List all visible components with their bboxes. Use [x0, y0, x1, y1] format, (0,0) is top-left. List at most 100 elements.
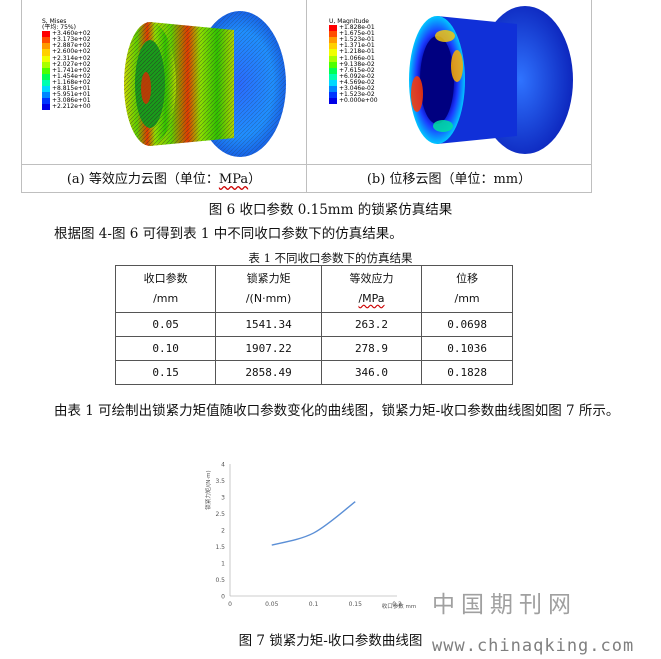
displacement-legend-value: +1.066e-01 — [339, 54, 375, 62]
stress-legend-value: +5.951e+01 — [52, 91, 91, 99]
table-1-caption: 表 1 不同收口参数下的仿真结果 — [248, 251, 413, 265]
y-tick-label: 4 — [221, 462, 225, 469]
displacement-legend-value: +6.092e-02 — [339, 72, 375, 80]
stress-legend-row: +8.815e+01 — [42, 85, 91, 93]
displacement-legend-row: +6.092e-02 — [329, 72, 378, 80]
paragraph-2: 由表 1 可绘制出锁紧力矩值随收口参数变化的曲线图，锁紧力矩-收口参数曲线图如图… — [54, 403, 620, 419]
x-tick-label: 0.2 — [392, 601, 402, 608]
subcaption-a-text: (a) 等效应力云图（单位： — [66, 172, 219, 187]
displacement-legend-swatch — [329, 92, 337, 99]
y-tick-label: 0 — [221, 594, 225, 601]
displacement-legend-row: +9.138e-02 — [329, 60, 378, 68]
x-tick-label: 0.05 — [265, 601, 279, 608]
displacement-legend-swatch — [329, 79, 337, 87]
table-row: 0.10 1907.22 278.9 0.1036 — [114, 336, 513, 361]
displacement-legend-value: +1.675e-01 — [339, 30, 375, 38]
displacement-legend-row: +1.066e-01 — [329, 54, 378, 62]
stress-legend-value: +8.815e+01 — [52, 85, 91, 93]
y-axis-label: 锁紧力矩/(N·m) — [204, 470, 212, 509]
stress-legend-value: +3.173e+02 — [52, 36, 91, 44]
y-tick-label: 3.5 — [215, 478, 225, 485]
stress-legend-swatch — [42, 92, 50, 99]
displacement-legend-value: +0.000e+00 — [339, 97, 378, 105]
displacement-legend-swatch — [329, 25, 337, 32]
subcaption-b: (b) 位移云图（单位：mm） — [366, 172, 532, 187]
stress-legend-value: +1.454e+02 — [52, 72, 91, 80]
stress-legend-row: +1.168e+02 — [42, 78, 91, 87]
header-cell: 锁紧力矩/(N·mm) — [215, 265, 322, 313]
panel-divider — [306, 0, 307, 192]
stress-legend-swatch — [42, 31, 50, 38]
displacement-legend-value: +1.828e-01 — [339, 24, 375, 32]
table-row: 0.05 1541.34 263.2 0.0698 — [114, 312, 513, 337]
stress-legend-swatch — [42, 49, 50, 56]
displacement-legend-swatch — [329, 73, 337, 80]
displacement-legend-swatch — [329, 55, 337, 62]
displacement-legend-row: +1.371e-01 — [329, 42, 378, 50]
displacement-legend-row: +7.615e-02 — [329, 66, 378, 74]
y-tick-label: 0.5 — [215, 577, 225, 584]
displacement-legend-swatch — [329, 61, 337, 68]
stress-legend-value: +3.086e+01 — [52, 97, 91, 105]
stress-legend-row: +2.600e+02 — [42, 49, 91, 56]
table-header-row: 收口参数/mm 锁紧力矩/(N·mm) 等效应力/MPa 位移/mm — [114, 265, 513, 313]
y-tick-label: 1.5 — [215, 544, 225, 551]
displacement-legend-swatch — [329, 43, 337, 50]
stress-legend-swatch — [42, 43, 50, 50]
displacement-contour-image — [409, 6, 573, 154]
displacement-legend-row: +1.828e-01 — [329, 24, 378, 32]
subcaption-a-unit: MPa — [218, 172, 249, 187]
caption-row-divider — [22, 164, 591, 165]
displacement-legend-swatch — [329, 67, 337, 74]
x-tick-label: 0 — [228, 601, 232, 608]
y-tick-label: 3 — [221, 495, 225, 502]
stress-legend-row: +3.173e+02 — [42, 36, 91, 44]
displacement-legend-swatch — [329, 98, 337, 105]
stress-legend-row: +1.454e+02 — [42, 72, 91, 80]
stress-legend-value: +3.460e+02 — [52, 30, 91, 38]
displacement-legend-row: +0.000e+00 — [329, 97, 378, 105]
displacement-legend-row: +1.675e-01 — [329, 30, 378, 38]
stress-legend-value: +2.027e+02 — [52, 60, 91, 68]
header-cell: 收口参数/mm — [114, 265, 217, 313]
figure-6: S, Mises (平均: 75%) +3.460e+02 +3.173e+02 +… — [21, 0, 592, 193]
displacement-legend-row: +1.523e-02 — [329, 91, 378, 99]
watermark-title: 中国期刊网 — [432, 592, 577, 618]
stress-legend-row: +2.027e+02 — [42, 60, 91, 68]
stress-legend-swatch — [42, 61, 50, 68]
stress-legend-value: +2.314e+02 — [52, 54, 91, 62]
torque-series-line — [271, 501, 356, 546]
stress-legend-row: +2.212e+00 — [42, 103, 91, 111]
stress-legend-swatch — [42, 98, 50, 105]
displacement-legend-scale: +1.828e-01 +1.675e-01 +1.523e-01 +1.371e-01… — [329, 24, 378, 105]
stress-legend-swatch — [42, 73, 50, 80]
stress-legend-value: +2.212e+00 — [52, 103, 91, 111]
stress-legend-value: +1.168e+02 — [52, 78, 91, 86]
figure-7-caption: 图 7 锁紧力矩-收口参数曲线图 — [238, 633, 423, 649]
x-tick-label: 0.1 — [309, 601, 319, 608]
displacement-legend-swatch — [329, 31, 337, 38]
stress-legend-subtitle: (平均: 75%) — [42, 24, 76, 32]
stress-legend-swatch — [42, 86, 50, 93]
stress-legend-scale: +3.460e+02 +3.173e+02 +2.887e+02 +2.600e+02… — [42, 30, 91, 111]
displacement-legend-row: +4.569e-02 — [329, 79, 378, 87]
displacement-legend-value: +9.138e-02 — [339, 60, 375, 68]
stress-contour-panel: S, Mises (平均: 75%) +3.460e+02 +3.173e+02 +… — [22, 0, 306, 164]
displacement-legend-value: +1.371e-01 — [339, 42, 375, 50]
y-tick-label: 1 — [221, 561, 225, 568]
displacement-legend-title: U, Magnitude — [329, 18, 369, 25]
displacement-legend-value: +1.523e-01 — [339, 36, 375, 44]
displacement-legend-value: +1.523e-02 — [339, 91, 375, 99]
figure-6-caption: 图 6 收口参数 0.15mm 的锁紧仿真结果 — [208, 202, 453, 218]
y-tick-label: 2.5 — [215, 511, 225, 518]
displacement-legend-row: +1.218e-01 — [329, 49, 378, 56]
paragraph-1: 根据图 4-图 6 可得到表 1 中不同收口参数下的仿真结果。 — [54, 226, 403, 242]
stress-legend-swatch — [42, 55, 50, 62]
table-row: 0.15 2858.49 346.0 0.1828 — [114, 360, 513, 385]
stress-legend-swatch — [42, 79, 50, 87]
displacement-legend-value: +7.615e-02 — [339, 66, 375, 74]
stress-legend-title: S, Mises — [42, 18, 67, 25]
stress-legend-row: +3.460e+02 — [42, 30, 91, 38]
stress-legend-row: +3.086e+01 — [42, 97, 91, 105]
